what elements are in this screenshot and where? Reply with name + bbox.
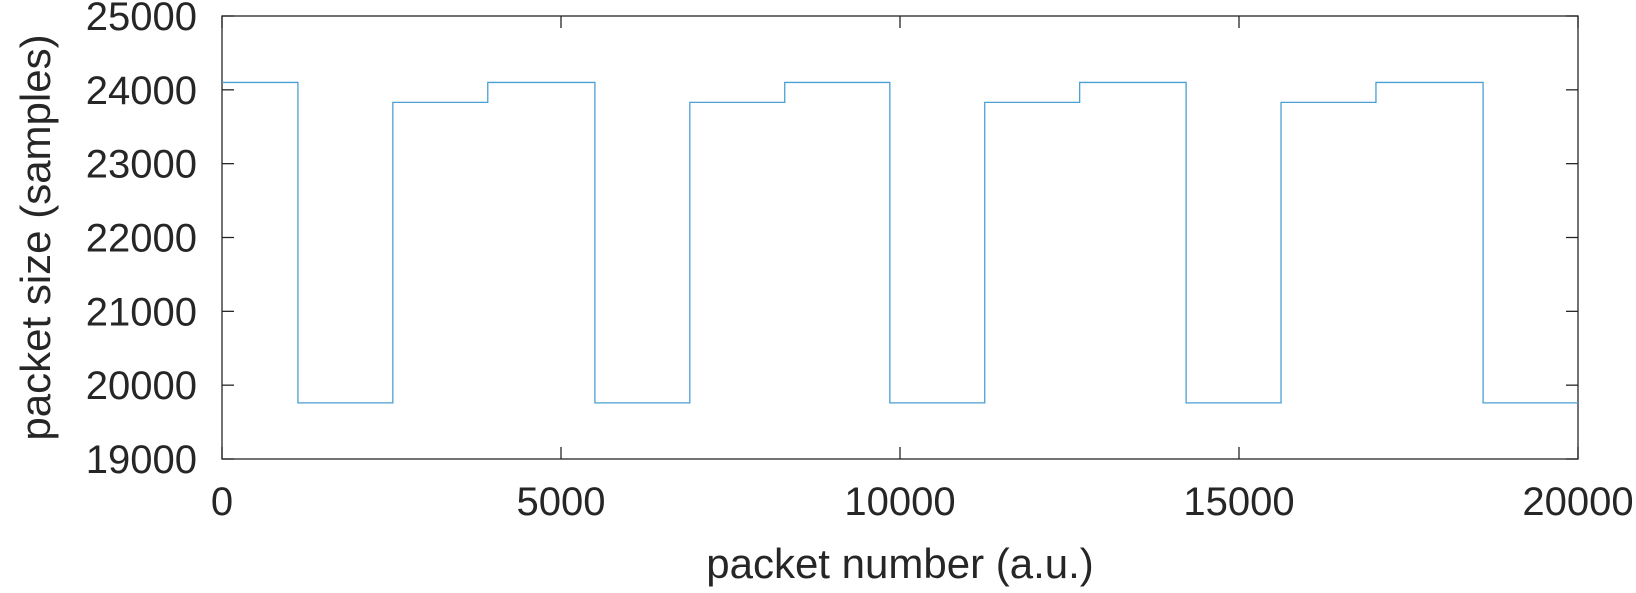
x-axis-label: packet number (a.u.) <box>706 540 1094 587</box>
x-tick-label: 10000 <box>844 480 955 524</box>
y-tick-label: 20000 <box>86 364 197 408</box>
y-tick-label: 21000 <box>86 290 197 334</box>
y-axis: 19000 20000 21000 22000 23000 24000 25000 <box>86 0 1578 482</box>
x-tick-label: 15000 <box>1183 480 1294 524</box>
plot-frame <box>221 15 1579 460</box>
x-tick-label: 20000 <box>1522 480 1633 524</box>
y-tick-label: 22000 <box>86 217 197 261</box>
y-tick-label: 25000 <box>86 0 197 39</box>
plot-area <box>221 15 1579 460</box>
y-tick-label: 24000 <box>86 69 197 113</box>
y-tick-label: 19000 <box>86 438 197 482</box>
x-tick-label: 0 <box>211 480 233 524</box>
y-tick-label: 23000 <box>86 143 197 187</box>
y-axis-label: packet size (samples) <box>12 34 59 440</box>
x-axis: 0 5000 10000 15000 20000 <box>211 16 1634 524</box>
series-line <box>222 81 1578 404</box>
series-layer <box>222 81 1578 404</box>
x-tick-label: 5000 <box>517 480 606 524</box>
